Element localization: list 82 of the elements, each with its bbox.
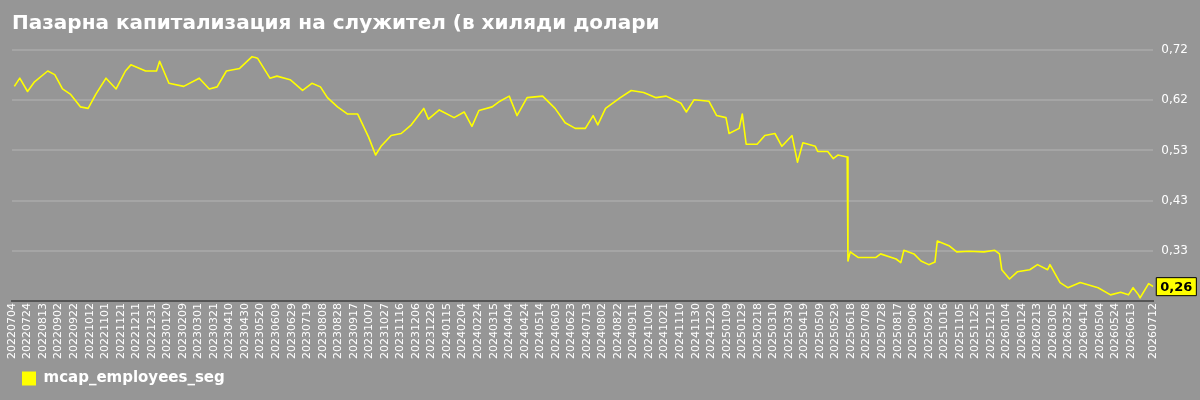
x-tick-label: 20220704 [4, 303, 18, 360]
x-tick-label: 20250708 [859, 303, 873, 360]
x-tick-label: 20230209 [175, 303, 189, 360]
x-tick-label: 20231027 [377, 303, 391, 360]
chart-title: Пазарна капитализация на служител (в хиляди долари [12, 10, 660, 35]
y-tick-label: 0,62 [1161, 92, 1188, 107]
x-tick-label: 20260104 [999, 303, 1013, 360]
x-tick-label: 20230120 [160, 303, 174, 360]
x-tick-label: 20260504 [1092, 303, 1106, 360]
x-tick-label: 20250330 [781, 303, 795, 360]
y-tick-label: 0,33 [1161, 242, 1188, 257]
x-tick-label: 20250419 [797, 303, 811, 360]
x-tick-label: 20251125 [968, 303, 982, 360]
x-tick-label: 20221101 [98, 303, 112, 360]
x-tick-label: 20250817 [890, 303, 904, 360]
x-tick-label: 20260414 [1077, 303, 1090, 360]
x-tick-label: 20241021 [657, 303, 671, 360]
x-tick-label: 20241130 [688, 303, 702, 360]
x-tick-label: 20230609 [269, 303, 283, 360]
x-tick-label: 20241220 [704, 303, 718, 360]
x-tick-label: 20220902 [51, 303, 65, 360]
x-tick-label: 20260613 [1123, 303, 1137, 360]
x-tick-label: 20250906 [906, 303, 920, 360]
x-tick-label: 20231206 [408, 303, 422, 360]
x-tick-label: 20221231 [144, 303, 158, 360]
x-tick-label: 20250129 [735, 303, 749, 360]
x-tick-label: 20220724 [20, 303, 34, 360]
x-tick-label: 20240603 [548, 303, 562, 360]
x-tick-label: 20240514 [533, 303, 547, 360]
x-tick-label: 20250509 [812, 303, 826, 360]
x-tick-label: 20260305 [1045, 303, 1059, 360]
x-tick-label: 20240822 [610, 303, 624, 360]
y-tick-label: 0,72 [1161, 42, 1188, 57]
x-tick-label: 20221211 [129, 303, 143, 360]
x-tick-label: 20250310 [766, 303, 780, 360]
x-tick-label: 20230410 [222, 303, 236, 360]
x-tick-label: 20240802 [595, 303, 609, 360]
x-tick-label: 20260213 [1030, 303, 1044, 360]
x-tick-label: 20230520 [253, 303, 267, 360]
x-tick-label: 20241001 [641, 303, 655, 360]
x-tick-label: 20230828 [331, 303, 345, 360]
x-tick-label: 20231226 [424, 303, 438, 360]
x-tick-label: 20240424 [517, 303, 531, 360]
x-tick-label: 20230321 [206, 303, 220, 360]
x-tick-label: 20230629 [284, 303, 298, 360]
x-tick-label: 20241110 [673, 303, 686, 360]
x-tick-label: 20250728 [875, 303, 888, 360]
x-tick-label: 20220813 [35, 303, 49, 360]
x-tick-label: 20240224 [471, 303, 485, 360]
x-tick-label: 20260325 [1061, 303, 1075, 360]
x-tick-label: 20231116 [393, 303, 407, 360]
annotation: 0,26 [1160, 279, 1193, 295]
x-tick-label: 20230808 [315, 303, 329, 360]
x-tick-label: 20260712 [1146, 303, 1160, 360]
x-tick-label: 20250618 [843, 303, 857, 360]
x-tick-label: 20230719 [300, 303, 314, 360]
x-tick-label: 20240315 [486, 303, 500, 360]
x-tick-label: 20251105 [952, 303, 966, 360]
x-tick-label: 20250218 [750, 303, 764, 360]
x-tick-label: 20250926 [921, 303, 935, 360]
x-tick-label: 20250109 [719, 303, 733, 360]
y-tick-label: 0,43 [1161, 192, 1188, 207]
x-tick-label: 20221121 [113, 303, 127, 360]
legend-label: mcap_employees_seg [43, 368, 225, 387]
x-tick-label: 20251016 [937, 303, 951, 360]
x-tick-label: 20230301 [191, 303, 205, 360]
x-tick-label: 20240404 [502, 303, 516, 360]
x-tick-label: 20260124 [1014, 303, 1028, 360]
x-tick-label: 20260524 [1108, 303, 1122, 360]
x-tick-label: 20240713 [579, 303, 593, 360]
x-tick-label: 20240911 [626, 303, 640, 360]
x-tick-label: 20250529 [828, 303, 842, 360]
x-tick-label: 20221012 [82, 303, 96, 360]
x-tick-label: 20231007 [362, 303, 376, 360]
x-tick-label: 20251215 [983, 303, 997, 360]
x-tick-label: 20240115 [439, 303, 453, 360]
y-tick-label: 0,53 [1161, 142, 1188, 157]
x-tick-label: 20220922 [67, 303, 81, 360]
x-tick-label: 20240204 [455, 303, 469, 360]
x-tick-label: 20240623 [564, 303, 578, 360]
x-tick-label: 20230917 [346, 303, 360, 360]
x-tick-label: 20230430 [237, 303, 251, 360]
